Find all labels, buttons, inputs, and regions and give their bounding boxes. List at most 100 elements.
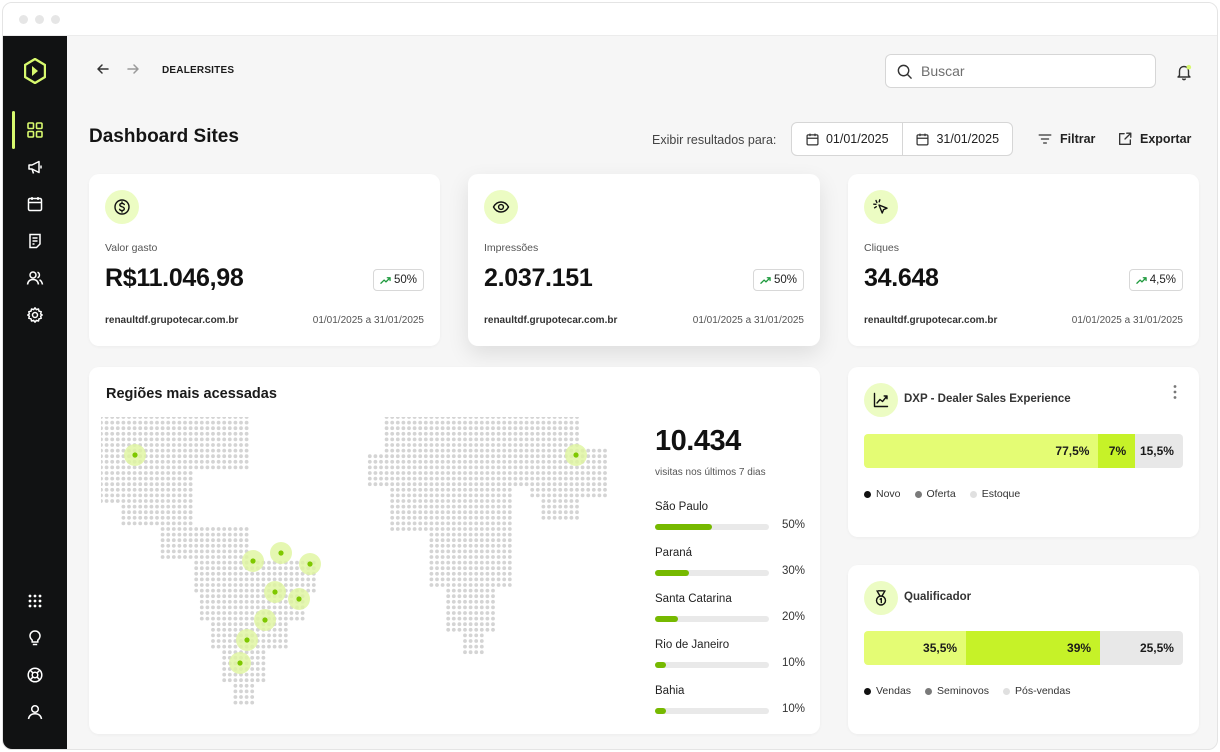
map-dot (468, 577, 473, 582)
map-dot (183, 549, 187, 554)
map-dot (558, 493, 563, 498)
map-dot (373, 482, 378, 487)
map-dot (552, 515, 557, 520)
calendar-icon[interactable] (25, 194, 45, 214)
map-dot (222, 650, 227, 655)
map-dot (401, 515, 406, 520)
map-dot (138, 420, 143, 425)
map-dot (496, 417, 501, 419)
map-dot (104, 417, 109, 419)
map-dot (216, 566, 221, 571)
map-dot (205, 459, 210, 464)
dashboard-icon[interactable] (25, 120, 45, 140)
map-dot (496, 543, 501, 548)
notification-bell-icon[interactable] (1175, 63, 1193, 81)
map-dot (211, 583, 215, 587)
megaphone-icon[interactable] (25, 157, 45, 177)
map-dot (216, 622, 221, 627)
end-date-button[interactable]: 31/01/2025 (901, 123, 1013, 155)
map-dot (149, 493, 154, 498)
map-dot (513, 443, 518, 447)
lightbulb-icon[interactable] (25, 628, 45, 648)
map-dot (239, 465, 243, 470)
map-dot (519, 420, 523, 425)
map-dot (457, 594, 462, 599)
map-dot (401, 443, 406, 447)
start-date-button[interactable]: 01/01/2025 (792, 123, 902, 155)
region-bar-track (655, 662, 769, 668)
map-dot (519, 454, 523, 459)
map-dot (160, 538, 165, 543)
report-icon[interactable] (25, 231, 45, 251)
users-icon[interactable] (25, 268, 45, 288)
map-dot (171, 543, 176, 548)
map-dot (104, 443, 109, 447)
export-button[interactable]: Exportar (1117, 131, 1191, 147)
legend-dot (914, 490, 922, 498)
map-dot (244, 571, 249, 576)
apps-grid-icon[interactable] (25, 591, 45, 611)
map-dot (429, 426, 434, 431)
map-dot (300, 583, 305, 587)
kpi-card-cliques[interactable]: Cliques 34.648 4,5% renaultdf.grupotecar… (848, 174, 1199, 346)
map-dot (199, 543, 204, 548)
map-dot (401, 527, 406, 531)
breadcrumb[interactable]: DEALERSITES (162, 65, 235, 76)
kpi-card-impressoes[interactable]: Impressões 2.037.151 50% renaultdf.grupo… (468, 174, 820, 346)
map-dot (407, 454, 411, 459)
map-dot (250, 577, 255, 582)
map-dot (507, 482, 512, 487)
map-dot (468, 639, 473, 643)
trend-chart-icon (864, 383, 898, 417)
map-dot (255, 583, 260, 587)
map-dot (205, 527, 210, 531)
map-dot (479, 493, 484, 498)
map-dot (429, 560, 434, 565)
kebab-menu-icon[interactable] (1171, 384, 1179, 400)
qualificador-title: Qualificador (904, 591, 972, 603)
map-dot (171, 448, 176, 453)
back-arrow-icon[interactable] (94, 60, 112, 78)
start-date-text: 01/01/2025 (825, 132, 889, 146)
map-dot (216, 577, 221, 582)
map-dot (183, 482, 187, 487)
search-box[interactable] (885, 54, 1156, 88)
map-dot (446, 487, 451, 492)
map-dot (474, 521, 479, 526)
map-dot (160, 549, 165, 554)
map-dot (143, 476, 148, 481)
map-dot (171, 471, 176, 475)
map-dot (166, 471, 171, 475)
map-dot (239, 543, 243, 548)
map-dot (586, 476, 591, 481)
map-dot (535, 465, 540, 470)
kpi-card-valor-gasto[interactable]: Valor gasto R$11.046,98 50% renaultdf.gr… (89, 174, 440, 346)
map-dot (250, 605, 255, 610)
map-dot (407, 476, 411, 481)
map-dot (177, 482, 182, 487)
map-dot (463, 616, 467, 621)
map-dot (211, 599, 215, 604)
map-dot (101, 465, 103, 470)
profile-icon[interactable] (25, 702, 45, 722)
map-dot (552, 417, 557, 419)
forward-arrow-icon[interactable] (124, 60, 142, 78)
map-dot (463, 611, 467, 615)
filter-button[interactable]: Filtrar (1037, 131, 1095, 147)
map-dot (104, 476, 109, 481)
map-dot (160, 476, 165, 481)
map-dot (101, 482, 103, 487)
map-dot (463, 622, 467, 627)
map-dot (177, 555, 182, 559)
map-dot (227, 448, 232, 453)
map-dot (597, 471, 602, 475)
map-dot (547, 465, 551, 470)
support-icon[interactable] (25, 665, 45, 685)
map-dot (463, 599, 467, 604)
map-dot (457, 482, 462, 487)
settings-icon[interactable] (25, 305, 45, 325)
map-dot (367, 476, 372, 481)
map-dot (211, 577, 215, 582)
map-dot (227, 672, 232, 677)
search-input[interactable] (921, 63, 1141, 79)
